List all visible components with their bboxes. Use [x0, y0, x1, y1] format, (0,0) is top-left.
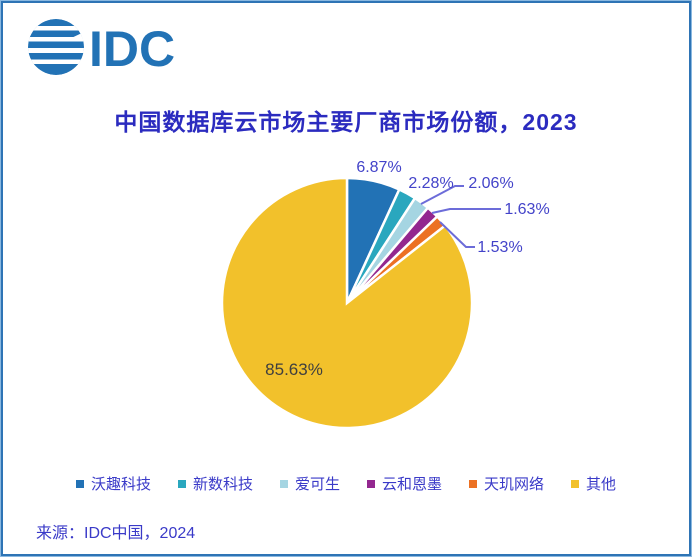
legend-swatch-icon	[177, 479, 186, 488]
legend-item-xinshukeji: 新数科技	[177, 473, 253, 494]
leader-line-yunheenmo	[431, 208, 501, 214]
legend-item-aikesheng: 爱可生	[279, 473, 340, 494]
chart-legend: 沃趣科技 新数科技 爱可生 云和恩墨 天玑网络 其他	[0, 473, 692, 494]
slice-label-woqukeji: 6.87%	[356, 159, 401, 176]
legend-label: 天玑网络	[484, 476, 545, 493]
legend-label: 其他	[586, 476, 617, 493]
slice-label-tianjiwangluo: 1.53%	[477, 239, 522, 256]
legend-swatch-icon	[75, 479, 84, 488]
legend-swatch-icon	[279, 479, 288, 488]
legend-label: 云和恩墨	[382, 476, 443, 493]
pie-slices	[220, 176, 474, 430]
legend-swatch-icon	[469, 479, 478, 488]
legend-item-yunheenmo: 云和恩墨	[367, 473, 442, 494]
idc-logo: IDC	[28, 19, 175, 77]
legend-item-woqukeji: 沃趣科技	[75, 473, 151, 494]
slice-label-xinshukeji: 2.28%	[408, 175, 453, 192]
legend-item-qita: 其他	[571, 473, 616, 494]
legend-swatch-icon	[367, 479, 375, 488]
chart-title: 中国数据库云市场主要厂商市场份额，2023	[114, 109, 578, 135]
idc-logo-text: IDC	[89, 21, 175, 77]
leader-line-aikesheng	[420, 185, 464, 205]
slice-label-yunheenmo: 1.63%	[504, 201, 549, 218]
legend-label: 新数科技	[192, 476, 253, 493]
legend-swatch-icon	[571, 479, 580, 488]
slice-label-aikesheng: 2.06%	[468, 175, 513, 192]
leader-line-tianjiwangluo	[439, 221, 475, 248]
slice-label-qita: 85.63%	[265, 360, 323, 379]
legend-label: 爱可生	[294, 476, 340, 493]
legend-item-tianjiwangluo: 天玑网络	[469, 473, 544, 494]
legend-label: 沃趣科技	[90, 476, 151, 493]
source-note: 来源：IDC中国，2024	[36, 525, 196, 542]
globe-icon	[28, 19, 84, 75]
pie-slice-其他	[220, 176, 474, 430]
